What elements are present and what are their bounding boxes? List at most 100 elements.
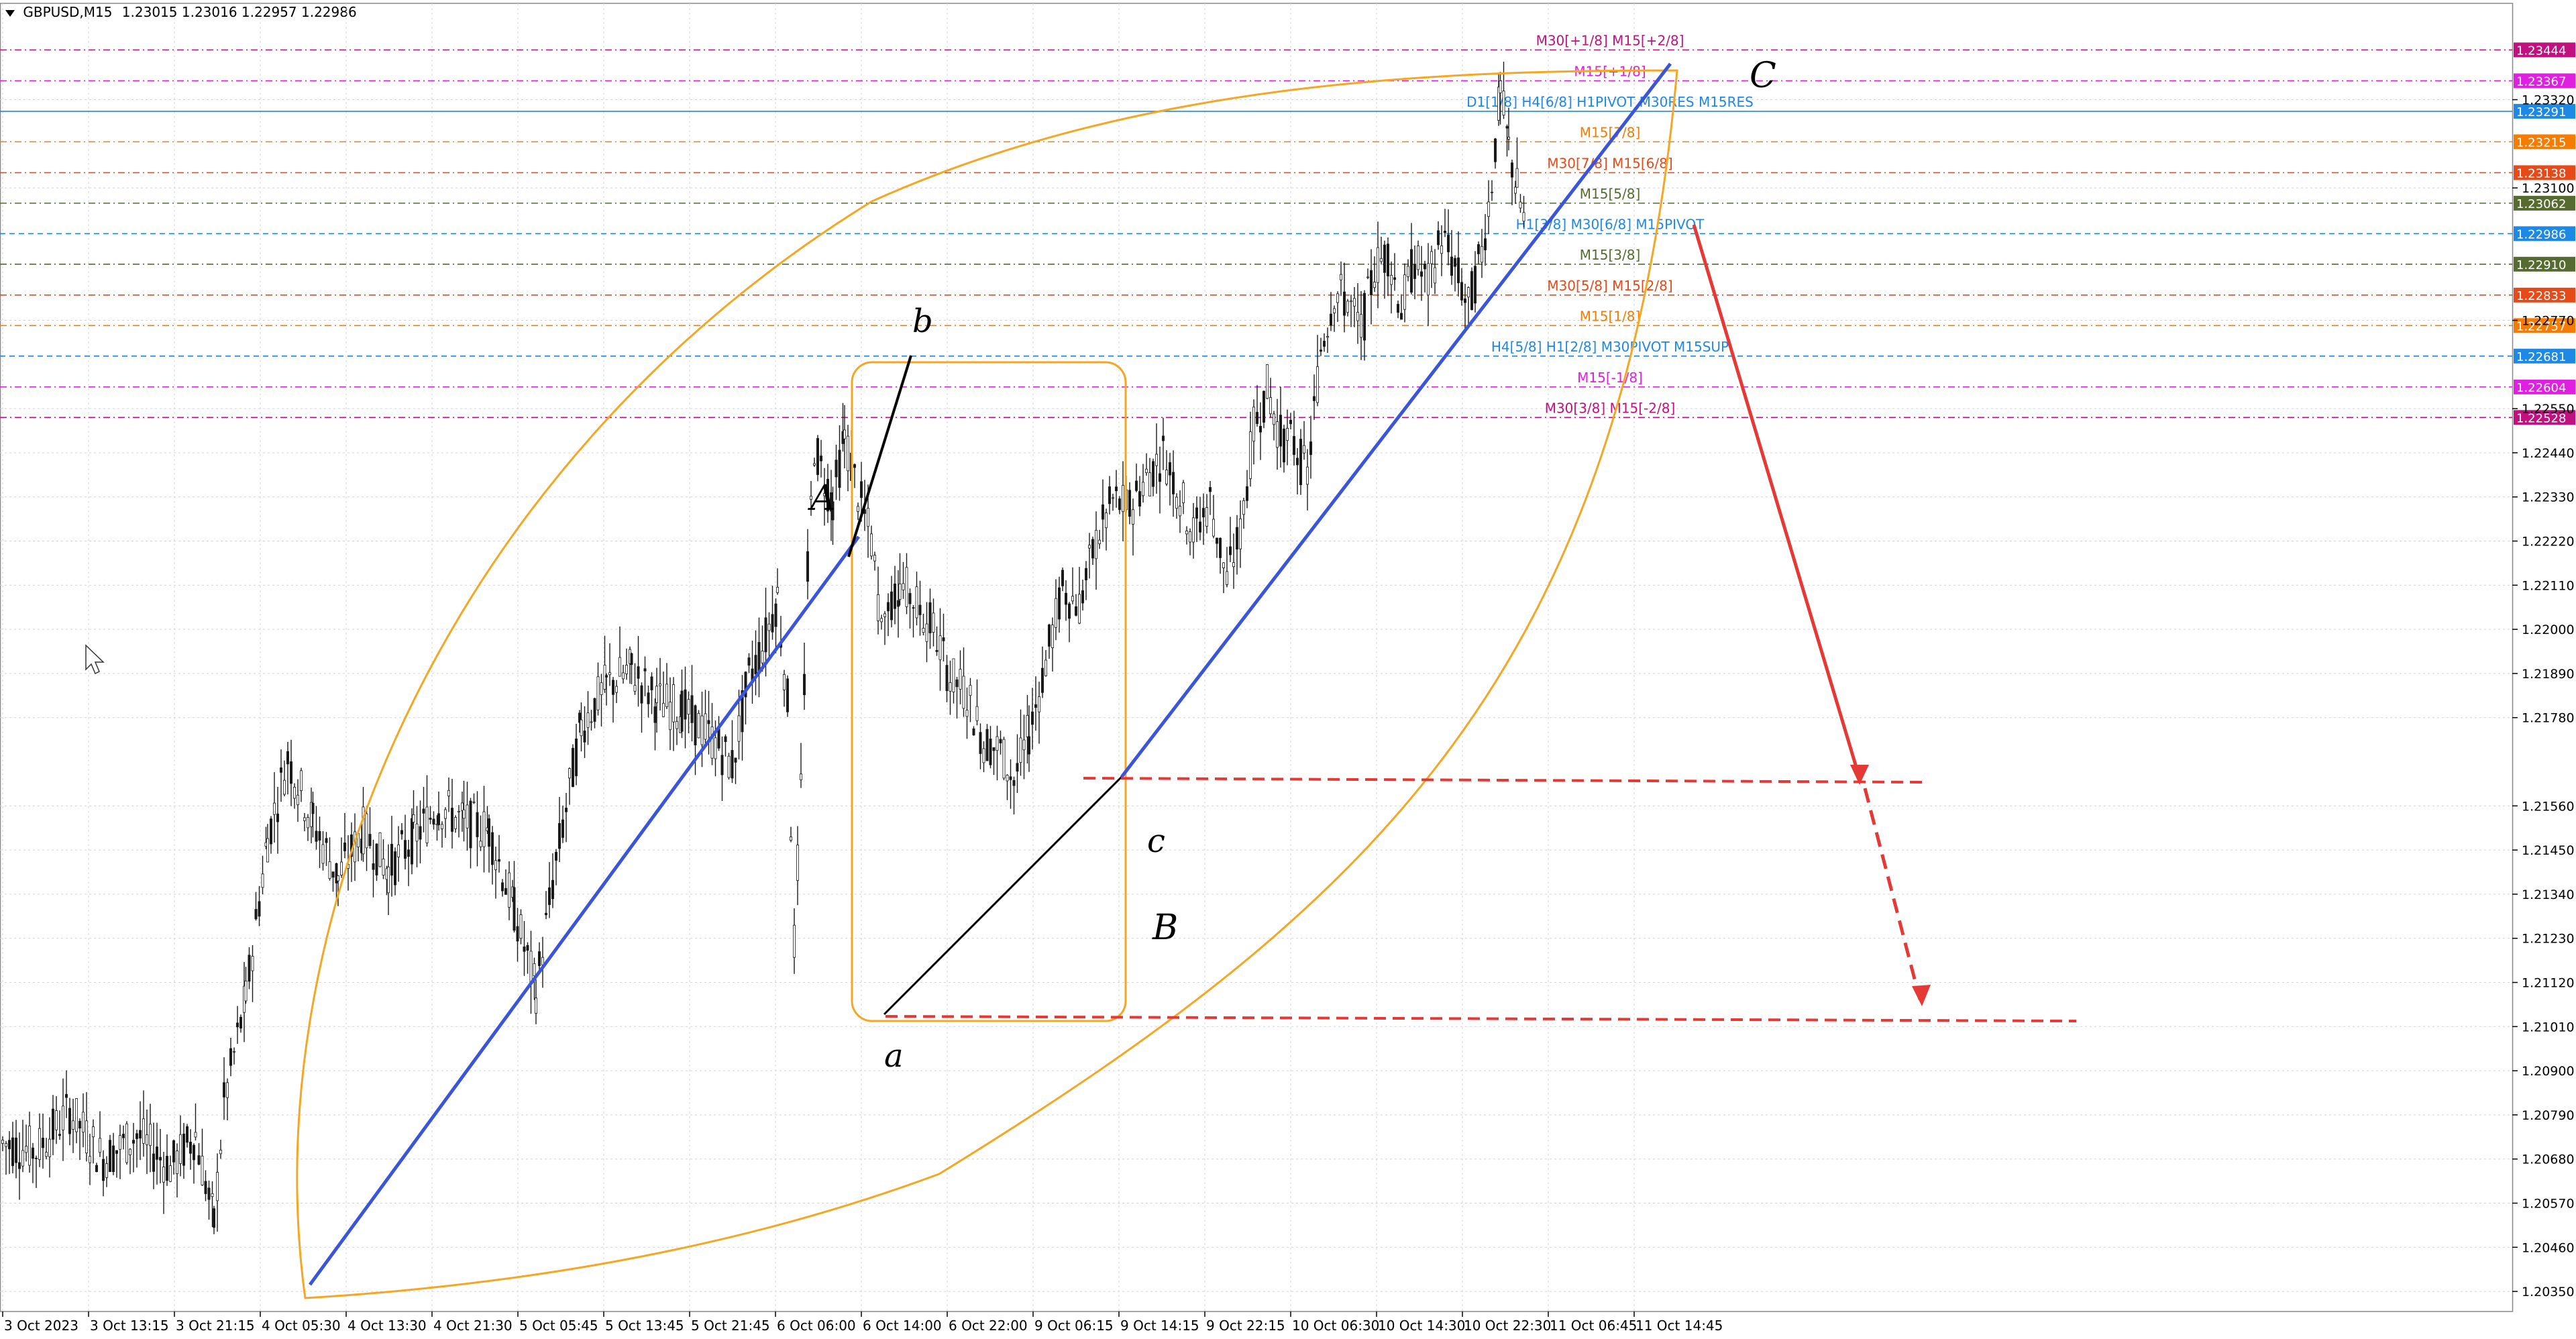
candle-body [925,623,928,642]
candle-body [108,1140,111,1173]
candle-body [816,438,820,475]
candle-body [229,1048,232,1066]
candle-body [1,1140,5,1144]
candle-body [1507,136,1510,140]
candle-body [382,858,385,876]
candle-body [1419,271,1423,277]
candle-body [1303,445,1306,453]
candle-body [254,909,258,920]
candle-body [175,1150,178,1174]
candle-body [1269,397,1273,415]
candle-body [390,843,394,876]
price-tag [2514,73,2575,89]
candle-body [1051,625,1055,649]
candle-body [429,818,432,820]
candle-body [1152,461,1155,487]
candle-body [91,1126,95,1138]
candle-body [596,676,600,710]
candle-body [580,719,583,737]
time-tick-label: 10 Oct 14:30 [1378,1318,1465,1334]
candle-body [533,963,536,976]
candle-body [1466,287,1470,298]
candle-body [1306,466,1309,485]
candle-body [665,684,669,707]
candle-body [823,493,826,496]
candle-body [197,1155,201,1165]
candle-body [225,1082,229,1098]
time-tick-label: 5 Oct 05:45 [519,1318,598,1334]
candle-body [1185,531,1189,535]
candle-body [1373,282,1377,288]
time-tick-label: 9 Oct 22:15 [1206,1318,1285,1334]
candle-body [800,773,803,781]
wave-label: a [884,1037,904,1075]
price-tag [2514,348,2575,364]
candle-body [1012,780,1016,786]
candle-body [1222,562,1226,568]
candle-body [676,720,679,729]
candle-body [1333,308,1336,313]
candle-body [831,501,835,521]
wave-label: C [1750,56,1776,96]
candle-body [1002,739,1006,779]
candle-body [311,802,315,814]
candle-body [680,690,684,732]
candle-body [239,1017,242,1029]
candle-body [1209,487,1212,492]
candle-body [989,739,992,765]
candle-body [62,1106,65,1130]
candle-body [258,901,261,917]
candle-body [932,612,935,633]
candle-body [724,736,727,742]
dropdown-triangle-icon[interactable] [5,9,15,17]
candle-body [1026,715,1029,737]
candle-body [1155,453,1159,466]
time-tick-label: 9 Oct 06:15 [1034,1318,1114,1334]
candle-body [1159,473,1162,482]
candle-body [7,1140,11,1149]
candle-body [982,748,985,763]
candle-body [1340,274,1343,280]
price-tick-label: 1.20460 [2522,1240,2575,1255]
time-tick-label: 11 Oct 06:45 [1550,1318,1637,1334]
candle-body [1443,230,1446,233]
price-tick-label: 1.22110 [2522,578,2575,593]
candle-body [415,823,419,842]
candle-body [826,478,830,512]
price-tag [2514,410,2575,425]
candle-body [387,867,390,894]
candle-body [1022,739,1026,751]
candle-body [820,456,823,462]
candle-body [707,720,710,725]
candle-body [555,851,558,861]
price-tick-label: 1.20790 [2522,1108,2575,1123]
candle-body [309,802,313,827]
candle-body [1360,314,1363,338]
candle-body [887,602,890,612]
time-tick-label: 6 Oct 14:00 [863,1318,942,1334]
candle-body [425,806,429,843]
candle-body [1293,436,1296,456]
candle-body [568,768,572,779]
candle-body [1409,249,1413,293]
candle-body [286,751,289,765]
candle-body [28,1126,32,1166]
price-tick-label: 1.21120 [2522,976,2575,991]
candle-body [653,706,657,723]
candle-body [1145,468,1148,474]
candle-body [1031,711,1034,725]
candle-body [548,887,551,905]
candle-body [321,844,325,864]
time-tick-label: 9 Oct 14:15 [1120,1318,1199,1334]
price-tag-label: 1.23367 [2516,74,2566,89]
candle-body [315,831,318,842]
candle-body [498,859,501,862]
candle-body [105,1163,108,1178]
candle-body [935,650,938,652]
candle-body [201,1155,204,1185]
candle-body [412,814,415,822]
ohlc-readout: 1.23015 1.23016 1.22957 1.22986 [121,4,357,20]
candle-body [207,1187,211,1200]
candle-body [1309,441,1313,456]
